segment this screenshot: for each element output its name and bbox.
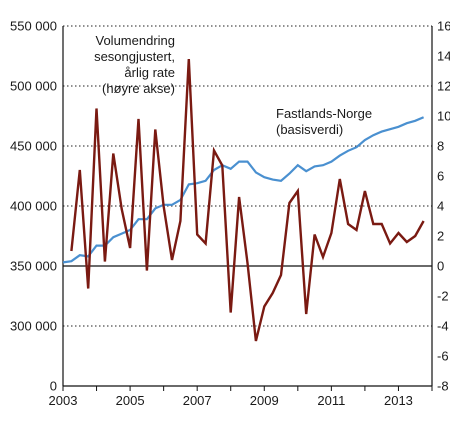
y-right-tick-label: 12 xyxy=(437,79,450,94)
series-line-basisverdi xyxy=(62,116,425,264)
annotation-line: Volumendring xyxy=(96,33,176,48)
y-right-tick-label: 4 xyxy=(437,199,444,214)
points-basisverdi xyxy=(62,117,424,263)
y-left-tick-label: 400 000 xyxy=(10,199,57,214)
y-right-tick-label: -4 xyxy=(437,319,449,334)
y-left-tick-label: 0 xyxy=(50,379,57,394)
y-right-tick-label: -2 xyxy=(437,289,449,304)
x-tick-label: 2003 xyxy=(49,393,78,408)
x-tick-label: 2009 xyxy=(250,393,279,408)
y-right-tick-label: 8 xyxy=(437,139,444,154)
y-right-tick-label: 6 xyxy=(437,169,444,184)
annotation-line: (basisverdi) xyxy=(276,122,343,137)
y-right-tick-label: -8 xyxy=(437,379,449,394)
y-left-tick-label: 350 000 xyxy=(10,259,57,274)
x-tick-label: 2011 xyxy=(317,393,345,408)
y-left-tick-label: 450 000 xyxy=(10,139,57,154)
points-volumendring xyxy=(71,58,424,342)
annotation-line: årlig rate xyxy=(124,65,175,80)
y-right-tick-label: -6 xyxy=(437,349,449,364)
y-right-tick-label: 16 xyxy=(437,19,450,34)
y-left-tick-label: 300 000 xyxy=(10,319,57,334)
y-left-tick-label: 550 000 xyxy=(10,19,57,34)
series-line-volumendring xyxy=(70,58,425,342)
y-left-tick-label: 500 000 xyxy=(10,79,57,94)
series-lines xyxy=(62,58,425,342)
tick-labels: 0 300 000 350 000 400 000 450 000 500 000 550 … xyxy=(10,19,450,409)
annotation-line: Fastlands-Norge xyxy=(276,106,372,121)
gridlines xyxy=(63,25,432,327)
annotation-line: (høyre akse) xyxy=(102,81,175,96)
y-right-tick-label: 14 xyxy=(437,49,450,64)
y-right-tick-label: 0 xyxy=(437,259,444,274)
y-right-tick-label: 2 xyxy=(437,229,444,244)
x-tick-label: 2005 xyxy=(116,393,145,408)
y-right-tick-label: 10 xyxy=(437,109,450,124)
annotation-line: sesongjustert, xyxy=(94,49,175,64)
x-tick-label: 2007 xyxy=(183,393,212,408)
annotation-fastlands-norge: Fastlands-Norge(basisverdi) xyxy=(276,106,372,137)
x-tick-label: 2013 xyxy=(384,393,413,408)
